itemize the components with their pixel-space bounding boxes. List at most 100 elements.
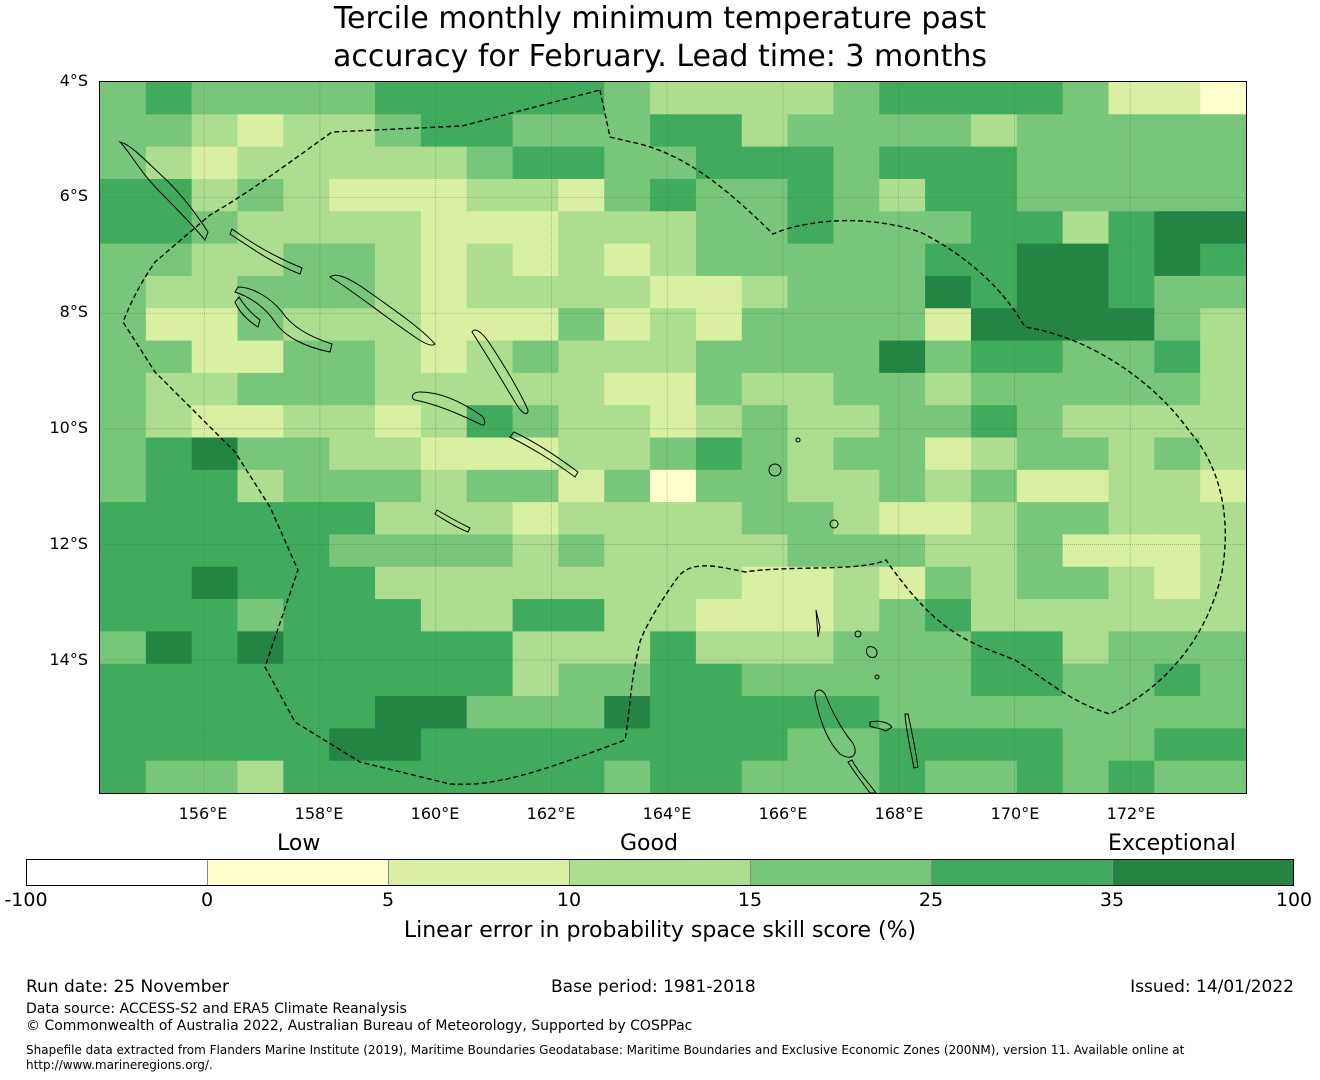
grid-cell xyxy=(1016,502,1064,536)
grid-cell xyxy=(741,178,789,212)
grid-cell xyxy=(650,599,697,633)
grid-cell xyxy=(833,146,880,180)
grid-cell xyxy=(741,243,789,277)
grid-cell xyxy=(787,114,835,148)
grid-cell xyxy=(1016,534,1064,568)
grid-cell xyxy=(100,696,147,729)
grid-cell xyxy=(650,372,697,406)
grid-cell xyxy=(100,178,147,212)
grid-cell xyxy=(650,728,697,762)
grid-cell xyxy=(329,599,376,633)
grid-cell xyxy=(604,728,651,762)
grid-cell xyxy=(970,243,1018,277)
grid-cell xyxy=(925,243,972,277)
grid-cell xyxy=(695,405,743,439)
grid-cell xyxy=(1108,146,1155,180)
grid-cell xyxy=(1108,663,1155,697)
colorbar-segment-1 xyxy=(27,860,208,885)
grid-cell xyxy=(558,502,605,536)
grid-cell xyxy=(833,696,880,729)
grid-cell xyxy=(1154,534,1201,568)
grid-cell xyxy=(283,340,330,374)
grid-cell xyxy=(375,243,422,277)
lon-label-160e: 160°E xyxy=(410,804,460,823)
grid-cell xyxy=(375,437,422,471)
grid-cell xyxy=(695,437,743,471)
grid-cell xyxy=(650,405,697,439)
lon-label-170e: 170°E xyxy=(990,804,1040,823)
grid-cell xyxy=(558,308,605,342)
grid-cell xyxy=(879,308,926,342)
grid-cell xyxy=(1108,631,1155,665)
grid-cell xyxy=(329,534,376,568)
grid-cell xyxy=(512,534,559,568)
grid-cell xyxy=(741,114,789,148)
grid-cell xyxy=(558,599,605,633)
grid-cell xyxy=(1016,308,1064,342)
grid-cell xyxy=(1062,211,1110,245)
grid-cell xyxy=(604,534,651,568)
grid-cell xyxy=(420,146,468,180)
grid-cell xyxy=(1062,534,1110,568)
grid-cell xyxy=(925,502,972,536)
grid-cell xyxy=(191,372,239,406)
grid-cell xyxy=(925,82,972,115)
grid-cell xyxy=(650,663,697,697)
grid-cell xyxy=(787,82,835,115)
grid-cell xyxy=(1016,243,1064,277)
grid-cell xyxy=(1016,178,1064,212)
grid-cell xyxy=(512,696,559,729)
grid-cell xyxy=(191,178,239,212)
grid-cell xyxy=(1062,663,1110,697)
grid-cell xyxy=(420,631,468,665)
grid-cell xyxy=(375,728,422,762)
grid-cell xyxy=(695,663,743,697)
colorbar-tick-minus100: -100 xyxy=(4,889,48,911)
grid-cell xyxy=(237,308,284,342)
grid-cell xyxy=(650,275,697,309)
lon-label-162e: 162°E xyxy=(526,804,576,823)
grid-cell xyxy=(787,728,835,762)
grid-cell xyxy=(375,114,422,148)
grid-cell xyxy=(787,308,835,342)
grid-cell xyxy=(1016,728,1064,762)
grid-cell xyxy=(375,469,422,503)
grid-cell xyxy=(100,437,147,471)
grid-cell xyxy=(925,178,972,212)
grid-cell xyxy=(466,599,514,633)
grid-cell xyxy=(787,534,835,568)
grid-cell xyxy=(833,599,880,633)
grid-cell xyxy=(1154,405,1201,439)
grid-cell xyxy=(879,372,926,406)
island-makira xyxy=(509,431,579,478)
grid-cell xyxy=(1062,437,1110,471)
grid-cell xyxy=(604,211,651,245)
grid-cell xyxy=(1200,146,1246,180)
colorbar-segment-4 xyxy=(570,860,751,885)
grid-cell xyxy=(375,178,422,212)
island-tinakula xyxy=(795,437,801,443)
grid-cell xyxy=(879,599,926,633)
grid-cell xyxy=(466,534,514,568)
grid-cell xyxy=(1200,566,1246,600)
grid-cell xyxy=(787,502,835,536)
grid-cell xyxy=(741,663,789,697)
grid-cell xyxy=(695,696,743,729)
grid-cell xyxy=(100,308,147,342)
grid-cell xyxy=(833,82,880,115)
grid-cell xyxy=(512,566,559,600)
grid-cell xyxy=(512,243,559,277)
grid-cell xyxy=(650,146,697,180)
grid-cell xyxy=(833,728,880,762)
grid-cell xyxy=(1200,372,1246,406)
grid-cell xyxy=(1016,566,1064,600)
colorbar-category-low: Low xyxy=(277,831,321,856)
grid-cell xyxy=(604,663,651,697)
grid-cell xyxy=(970,308,1018,342)
grid-cell xyxy=(1062,340,1110,374)
island-gaua xyxy=(865,646,878,658)
grid-cell xyxy=(191,663,239,697)
grid-cell xyxy=(420,469,468,503)
grid-cell xyxy=(925,405,972,439)
grid-cell xyxy=(1108,405,1155,439)
